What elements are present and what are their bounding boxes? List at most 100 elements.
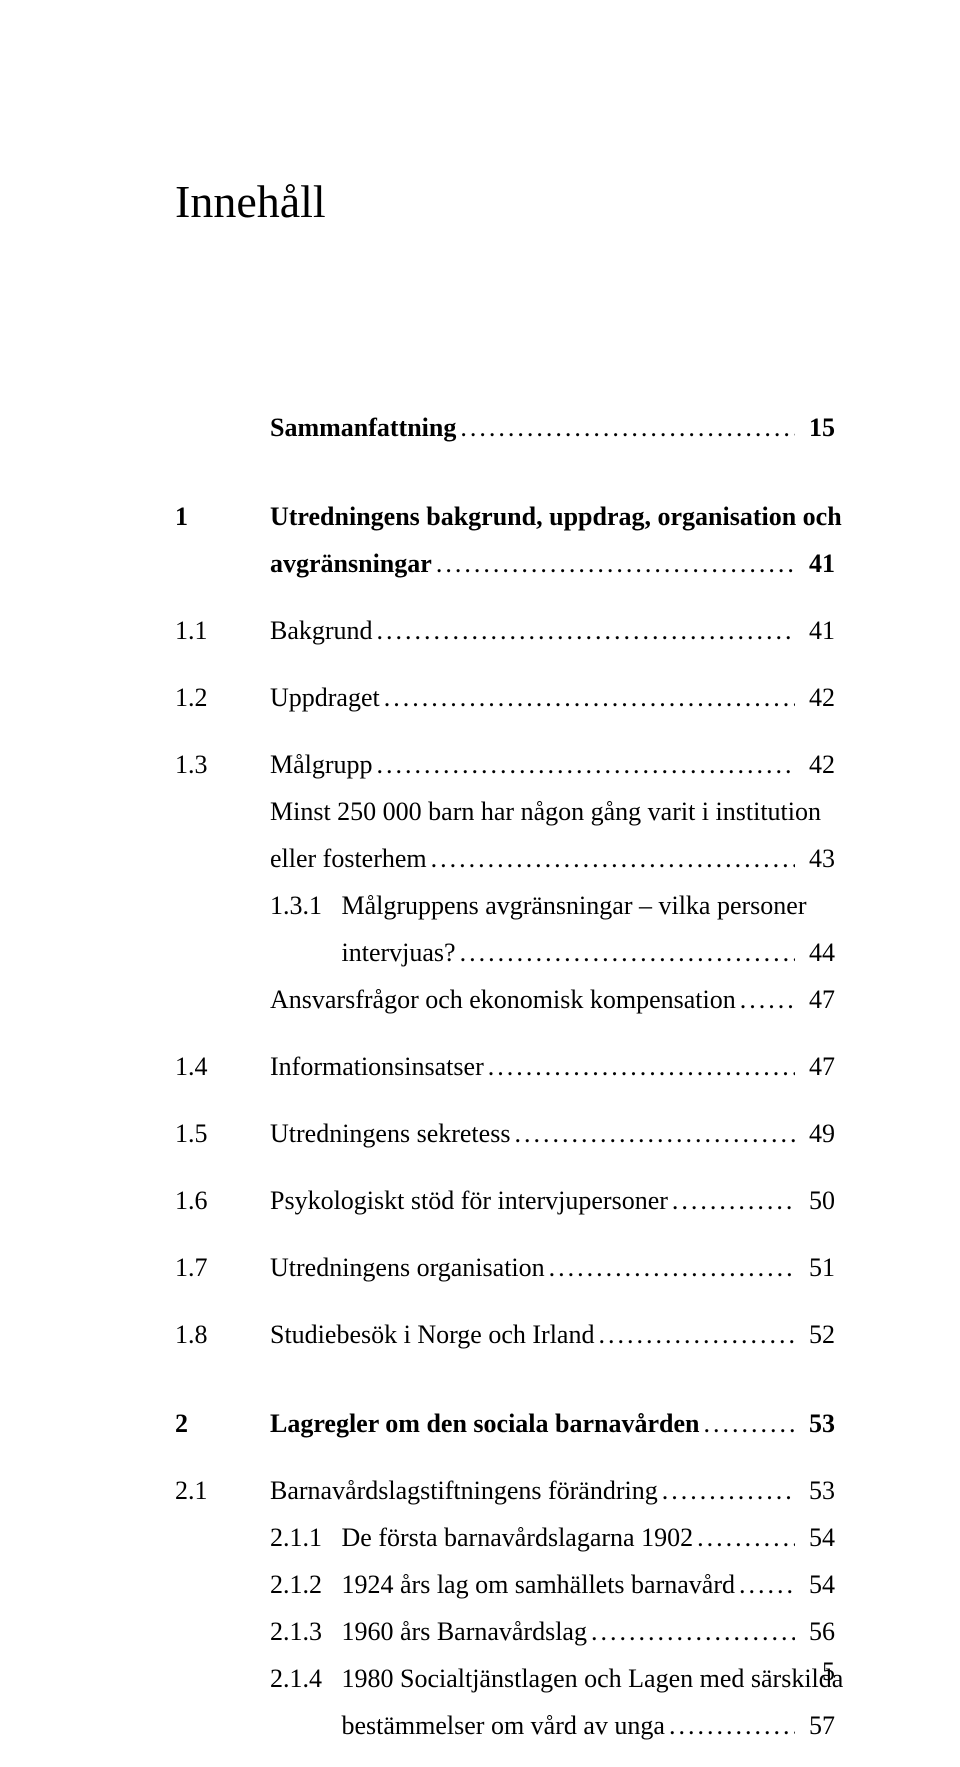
toc-entry-text-wrap: eller fosterhem.........................… (270, 839, 835, 878)
toc-entry-number: 2 (175, 1404, 270, 1443)
toc-leader: ........................................… (373, 745, 795, 784)
toc-entry-text: intervjuas? (270, 933, 456, 972)
toc-entry: 1.8Studiebesök i Norge och Irland.......… (175, 1315, 835, 1354)
toc-entry: Ansvarsfrågor och ekonomisk kompensation… (175, 980, 835, 1019)
toc-entry-text-wrap: Psykologiskt stöd för intervjupersoner..… (270, 1181, 835, 1220)
toc-entry: Minst 250 000 barn har någon gång varit … (175, 792, 835, 831)
toc-entry-text: Utredningens organisation (270, 1248, 545, 1287)
toc-leader: ........................................… (427, 839, 795, 878)
toc-entry-page: 53 (795, 1404, 835, 1443)
toc-entry: 2.1Barnavårdslagstiftningens förändring.… (175, 1471, 835, 1510)
toc-leader: ........................................… (373, 611, 795, 650)
toc-entry-number: 1.4 (175, 1047, 270, 1086)
toc-entry-text: Utredningens sekretess (270, 1114, 510, 1153)
toc-leader: ........................................… (693, 1518, 795, 1557)
toc-entry-text-wrap: bestämmelser om vård av unga............… (270, 1706, 835, 1745)
toc-entry-text: Psykologiskt stöd för intervjupersoner (270, 1181, 668, 1220)
toc-entry-number: 1.8 (175, 1315, 270, 1354)
toc-entry-text-wrap: 2.1.4 1980 Socialtjänstlagen och Lagen m… (270, 1659, 835, 1698)
toc-entry-text: Studiebesök i Norge och Irland (270, 1315, 594, 1354)
toc-entry-text: Minst 250 000 barn har någon gång varit … (270, 792, 821, 831)
toc-entry-text-wrap: Utredningens sekretess..................… (270, 1114, 835, 1153)
toc-entry-continuation: eller fosterhem.........................… (175, 839, 835, 878)
toc-leader: ........................................… (736, 980, 795, 1019)
toc-entry-text-wrap: Barnavårdslagstiftningens förändring....… (270, 1471, 835, 1510)
toc-entry-text: 2.1.2 1924 års lag om samhällets barnavå… (270, 1565, 735, 1604)
toc-entry-page: 42 (795, 678, 835, 717)
toc-entry-text-wrap: Lagregler om den sociala barnavården....… (270, 1404, 835, 1443)
toc-entry-text-wrap: Bakgrund................................… (270, 611, 835, 650)
toc-entry: 1.3Målgrupp.............................… (175, 745, 835, 784)
toc-leader: ........................................… (456, 408, 795, 447)
toc-entry-text: 1.3.1 Målgruppens avgränsningar – vilka … (270, 886, 806, 925)
toc-entry-text: Ansvarsfrågor och ekonomisk kompensation (270, 980, 736, 1019)
toc-entry-number: 2.1 (175, 1471, 270, 1510)
toc-entry-text-wrap: intervjuas?.............................… (270, 933, 835, 972)
toc-leader: ........................................… (658, 1471, 795, 1510)
toc-entry-text: Utredningens bakgrund, uppdrag, organisa… (270, 497, 835, 536)
toc-leader: ........................................… (735, 1565, 795, 1604)
toc-entry-page: 57 (795, 1706, 835, 1745)
toc-entry-text: Bakgrund (270, 611, 373, 650)
toc-entry-continuation: intervjuas?.............................… (175, 933, 835, 972)
toc-entry-page: 41 (795, 544, 835, 583)
toc-leader: ........................................… (380, 678, 795, 717)
toc-entry-text-wrap: 2.1.1 De första barnavårdslagarna 1902..… (270, 1518, 835, 1557)
toc-entry: 1.5Utredningens sekretess...............… (175, 1114, 835, 1153)
toc-entry-text: 2.1.3 1960 års Barnavårdslag (270, 1612, 587, 1651)
toc-entry: 1Utredningens bakgrund, uppdrag, organis… (175, 497, 835, 536)
toc-leader: ........................................… (668, 1181, 795, 1220)
toc-leader: ........................................… (545, 1248, 795, 1287)
toc-entry-text-wrap: avgränsningar...........................… (270, 544, 835, 583)
toc-entry-page: 15 (795, 408, 835, 447)
toc-entry-page: 53 (795, 1471, 835, 1510)
toc-entry-number: 1.3 (175, 745, 270, 784)
toc-leader: ........................................… (456, 933, 795, 972)
toc-entry: 2.1.2 1924 års lag om samhällets barnavå… (175, 1565, 835, 1604)
toc-entry-number: 1.7 (175, 1248, 270, 1287)
toc-entry-text: Informationsinsatser (270, 1047, 484, 1086)
toc-entry-page: 56 (795, 1612, 835, 1651)
toc-entry-text-wrap: Utredningens bakgrund, uppdrag, organisa… (270, 497, 835, 536)
toc-entry-text: avgränsningar (270, 544, 432, 583)
toc-leader: ........................................… (594, 1315, 795, 1354)
toc-entry-text: eller fosterhem (270, 839, 427, 878)
toc-entry-continuation: avgränsningar...........................… (175, 544, 835, 583)
toc-entry-number: 1.2 (175, 678, 270, 717)
toc-leader: ........................................… (665, 1706, 795, 1745)
toc-entry-text-wrap: Studiebesök i Norge och Irland..........… (270, 1315, 835, 1354)
toc-entry-page: 47 (795, 980, 835, 1019)
toc-entry-page: 54 (795, 1518, 835, 1557)
toc-entry: Sammanfattning..........................… (175, 408, 835, 447)
toc-entry-page: 50 (795, 1181, 835, 1220)
toc-entry-page: 52 (795, 1315, 835, 1354)
toc-entry: 2.1.1 De första barnavårdslagarna 1902..… (175, 1518, 835, 1557)
toc-entry-text-wrap: Ansvarsfrågor och ekonomisk kompensation… (270, 980, 835, 1019)
toc-entry-number: 1.6 (175, 1181, 270, 1220)
toc-entry-page: 42 (795, 745, 835, 784)
toc-entry-text-wrap: Minst 250 000 barn har någon gång varit … (270, 792, 835, 831)
toc-leader: ........................................… (510, 1114, 795, 1153)
toc-leader: ........................................… (587, 1612, 795, 1651)
toc-entry-text-wrap: Målgrupp................................… (270, 745, 835, 784)
toc-entry-number: 1 (175, 497, 270, 536)
toc-entry-page: 43 (795, 839, 835, 878)
toc-entry-text-wrap: Informationsinsatser....................… (270, 1047, 835, 1086)
toc-entry-text: Lagregler om den sociala barnavården (270, 1404, 699, 1443)
toc-entry-text-wrap: Uppdraget...............................… (270, 678, 835, 717)
toc-entry-text: Uppdraget (270, 678, 380, 717)
toc-entry-text-wrap: 1.3.1 Målgruppens avgränsningar – vilka … (270, 886, 835, 925)
toc-leader: ........................................… (432, 544, 795, 583)
toc-entry: 2.1.3 1960 års Barnavårdslag............… (175, 1612, 835, 1651)
toc-entry-text: Barnavårdslagstiftningens förändring (270, 1471, 658, 1510)
page-title: Innehåll (175, 175, 835, 228)
toc-entry-number: 1.5 (175, 1114, 270, 1153)
toc-entry-page: 47 (795, 1047, 835, 1086)
toc-entry-page: 41 (795, 611, 835, 650)
toc-entry: 1.1Bakgrund.............................… (175, 611, 835, 650)
toc-entry-text: bestämmelser om vård av unga (270, 1706, 665, 1745)
toc-entry-text: Sammanfattning (270, 408, 456, 447)
toc-entry-page: 51 (795, 1248, 835, 1287)
toc-entry-text-wrap: Utredningens organisation...............… (270, 1248, 835, 1287)
toc-entry-text-wrap: 2.1.3 1960 års Barnavårdslag............… (270, 1612, 835, 1651)
